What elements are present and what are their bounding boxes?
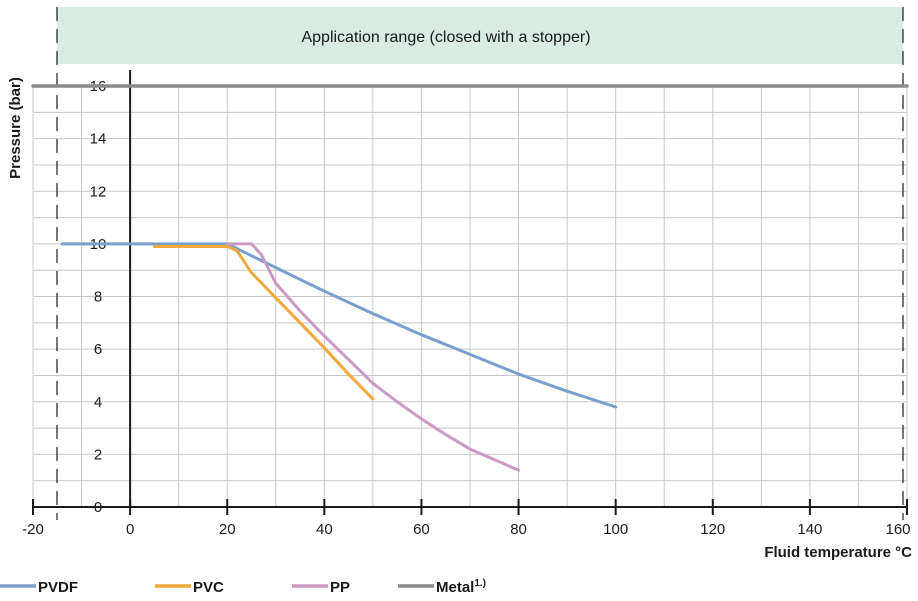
legend: PVDF PVC PP Metal1.) (0, 578, 486, 596)
application-range-label: Application range (closed with a stopper… (301, 29, 590, 46)
x-tick-label: 100 (603, 521, 628, 538)
y-tick-label: 6 (94, 341, 102, 358)
x-tick-label: -20 (22, 521, 44, 538)
legend-label-pvc: PVC (193, 579, 224, 596)
series-line-pp (225, 242, 521, 472)
x-tick-label: 0 (126, 521, 134, 538)
series-line-pvc (152, 245, 375, 401)
legend-label-pp: PP (330, 579, 350, 596)
x-tick-label: 160 (885, 521, 910, 538)
y-axis-title: Pressure (bar) (7, 77, 24, 179)
x-tick-label: 80 (510, 521, 527, 538)
legend-label-pvdf: PVDF (38, 579, 78, 596)
x-axis-title: Fluid temperature °C (764, 544, 912, 561)
y-tick-label: 14 (90, 131, 107, 148)
x-tick-label: 40 (316, 521, 333, 538)
x-tick-label: 60 (413, 521, 430, 538)
y-tick-label: 8 (94, 289, 102, 306)
application-range-band (57, 7, 903, 64)
x-tick-label: 20 (219, 521, 236, 538)
y-tick-label: 4 (94, 394, 102, 411)
series-line-pvdf (60, 242, 618, 409)
x-tick-labels: -20 0 20 40 60 80 100 120 140 160 (22, 521, 910, 538)
legend-footnote-mark: 1.) (474, 578, 486, 589)
legend-label-metal: Metal1.) (436, 578, 486, 596)
axes (32, 70, 908, 515)
y-tick-label: 12 (90, 183, 107, 200)
application-range-boundaries (56, 7, 904, 520)
y-tick-label: 0 (94, 499, 102, 516)
grid-lines (32, 85, 908, 507)
y-tick-label: 2 (94, 446, 102, 463)
x-tick-label: 140 (797, 521, 822, 538)
x-tick-label: 120 (700, 521, 725, 538)
series-lines (31, 84, 909, 472)
